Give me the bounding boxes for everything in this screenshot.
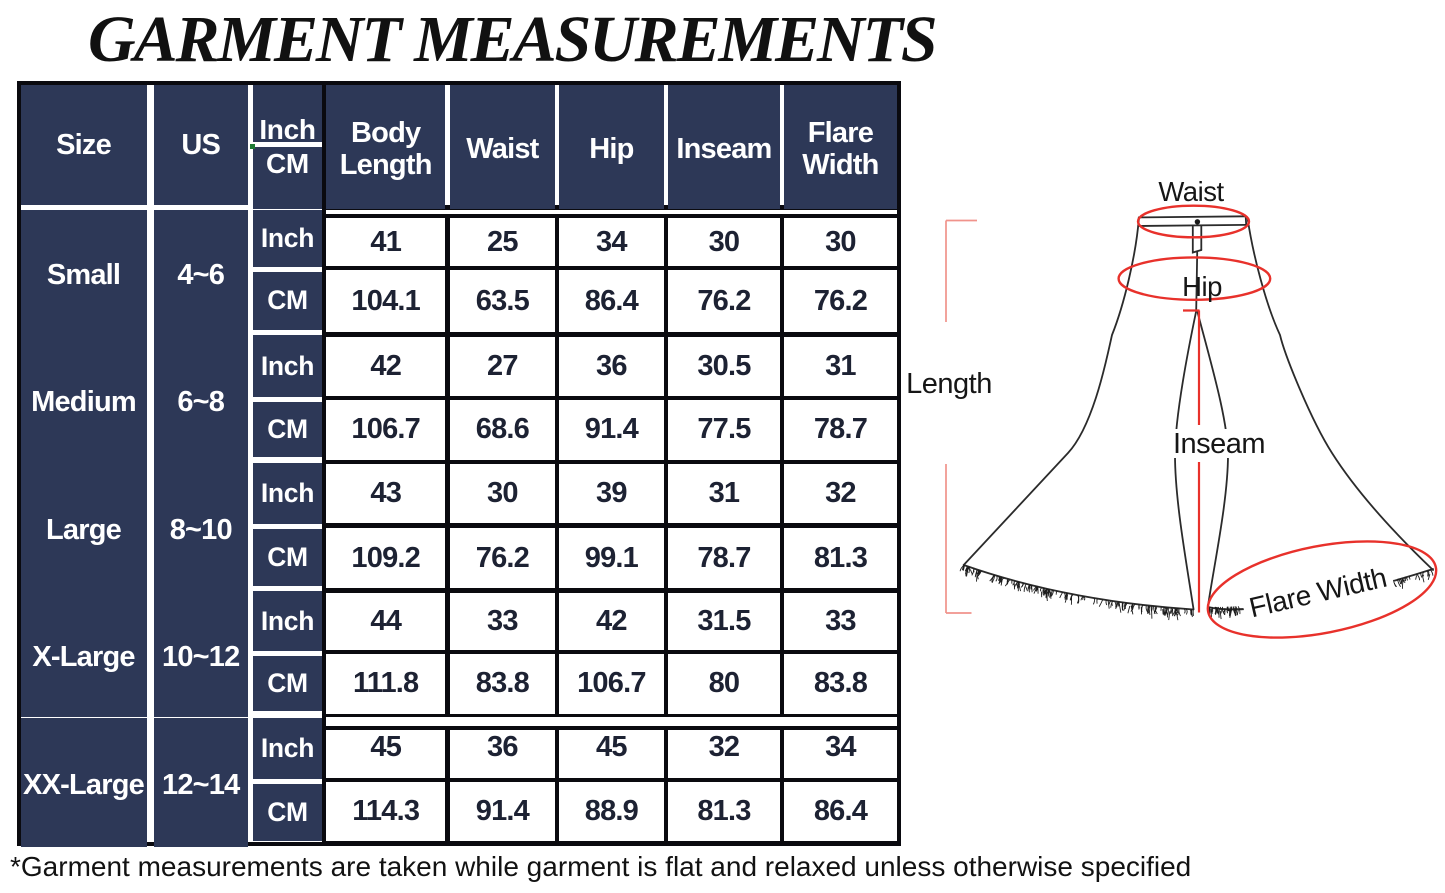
svg-text:Hip: Hip xyxy=(1182,271,1222,302)
svg-text:Length: Length xyxy=(906,368,992,400)
svg-text:Waist: Waist xyxy=(1158,176,1224,207)
svg-text:Inseam: Inseam xyxy=(1173,428,1265,460)
svg-text:Flare Width: Flare Width xyxy=(1246,562,1389,624)
